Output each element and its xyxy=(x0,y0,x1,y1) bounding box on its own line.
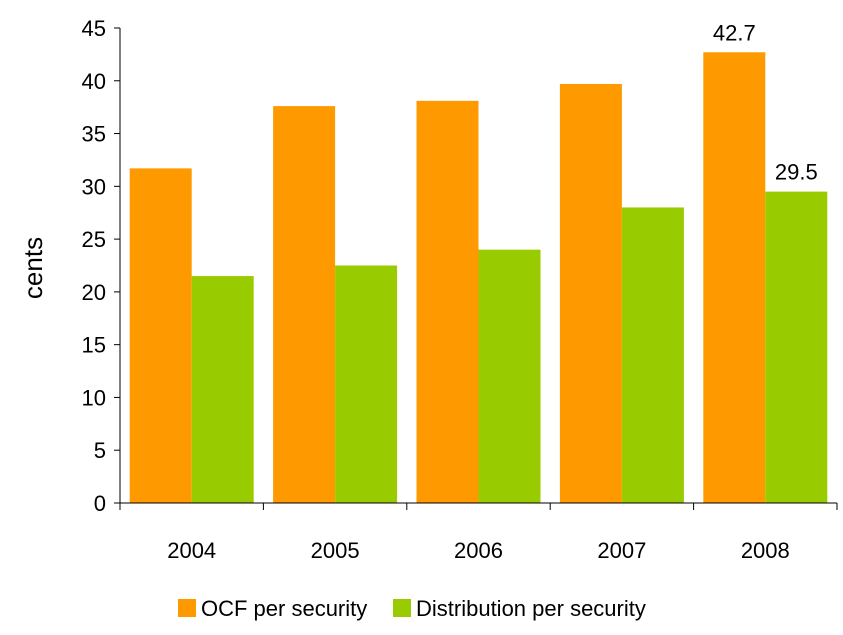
y-tick-label: 5 xyxy=(94,438,106,463)
plot-area: 42.7 29.5 xyxy=(129,20,828,504)
bar-distribution-2005 xyxy=(335,265,398,503)
bar-ocf-2008 xyxy=(703,52,766,504)
legend-label-distribution: Distribution per security xyxy=(416,596,646,621)
legend: OCF per security Distribution per securit… xyxy=(178,596,646,621)
y-tick-label: 20 xyxy=(82,280,106,305)
y-tick-label: 30 xyxy=(82,174,106,199)
y-tick-label: 10 xyxy=(82,385,106,410)
x-tick-label: 2004 xyxy=(167,538,216,563)
x-tick-label: 2006 xyxy=(454,538,503,563)
y-axis: 0 5 10 15 20 25 30 35 40 45 xyxy=(82,16,121,516)
x-axis: 2004 2005 2006 2007 2008 xyxy=(119,502,838,563)
bar-distribution-2004 xyxy=(191,276,254,503)
x-tick-label: 2008 xyxy=(741,538,790,563)
y-tick-label: 35 xyxy=(82,122,106,147)
y-tick-label: 45 xyxy=(82,16,106,41)
data-label-ocf-2008: 42.7 xyxy=(713,20,756,45)
bar-distribution-2008 xyxy=(765,191,828,503)
bar-ocf-2005 xyxy=(273,106,336,503)
bar-ocf-2004 xyxy=(129,168,192,503)
legend-swatch-distribution xyxy=(393,599,411,617)
data-label-distribution-2008: 29.5 xyxy=(775,160,818,185)
bar-distribution-2007 xyxy=(621,207,684,503)
y-tick-label: 0 xyxy=(94,491,106,516)
bar-ocf-2007 xyxy=(559,83,622,503)
legend-swatch-ocf xyxy=(178,599,196,617)
y-tick-label: 15 xyxy=(82,333,106,358)
bar-distribution-2006 xyxy=(478,249,541,503)
y-tick-label: 40 xyxy=(82,69,106,94)
bar-ocf-2006 xyxy=(416,100,479,503)
x-tick-label: 2005 xyxy=(311,538,360,563)
x-tick-label: 2007 xyxy=(597,538,646,563)
y-axis-title: cents xyxy=(18,237,48,299)
y-tick-label: 25 xyxy=(82,227,106,252)
legend-label-ocf: OCF per security xyxy=(201,596,367,621)
